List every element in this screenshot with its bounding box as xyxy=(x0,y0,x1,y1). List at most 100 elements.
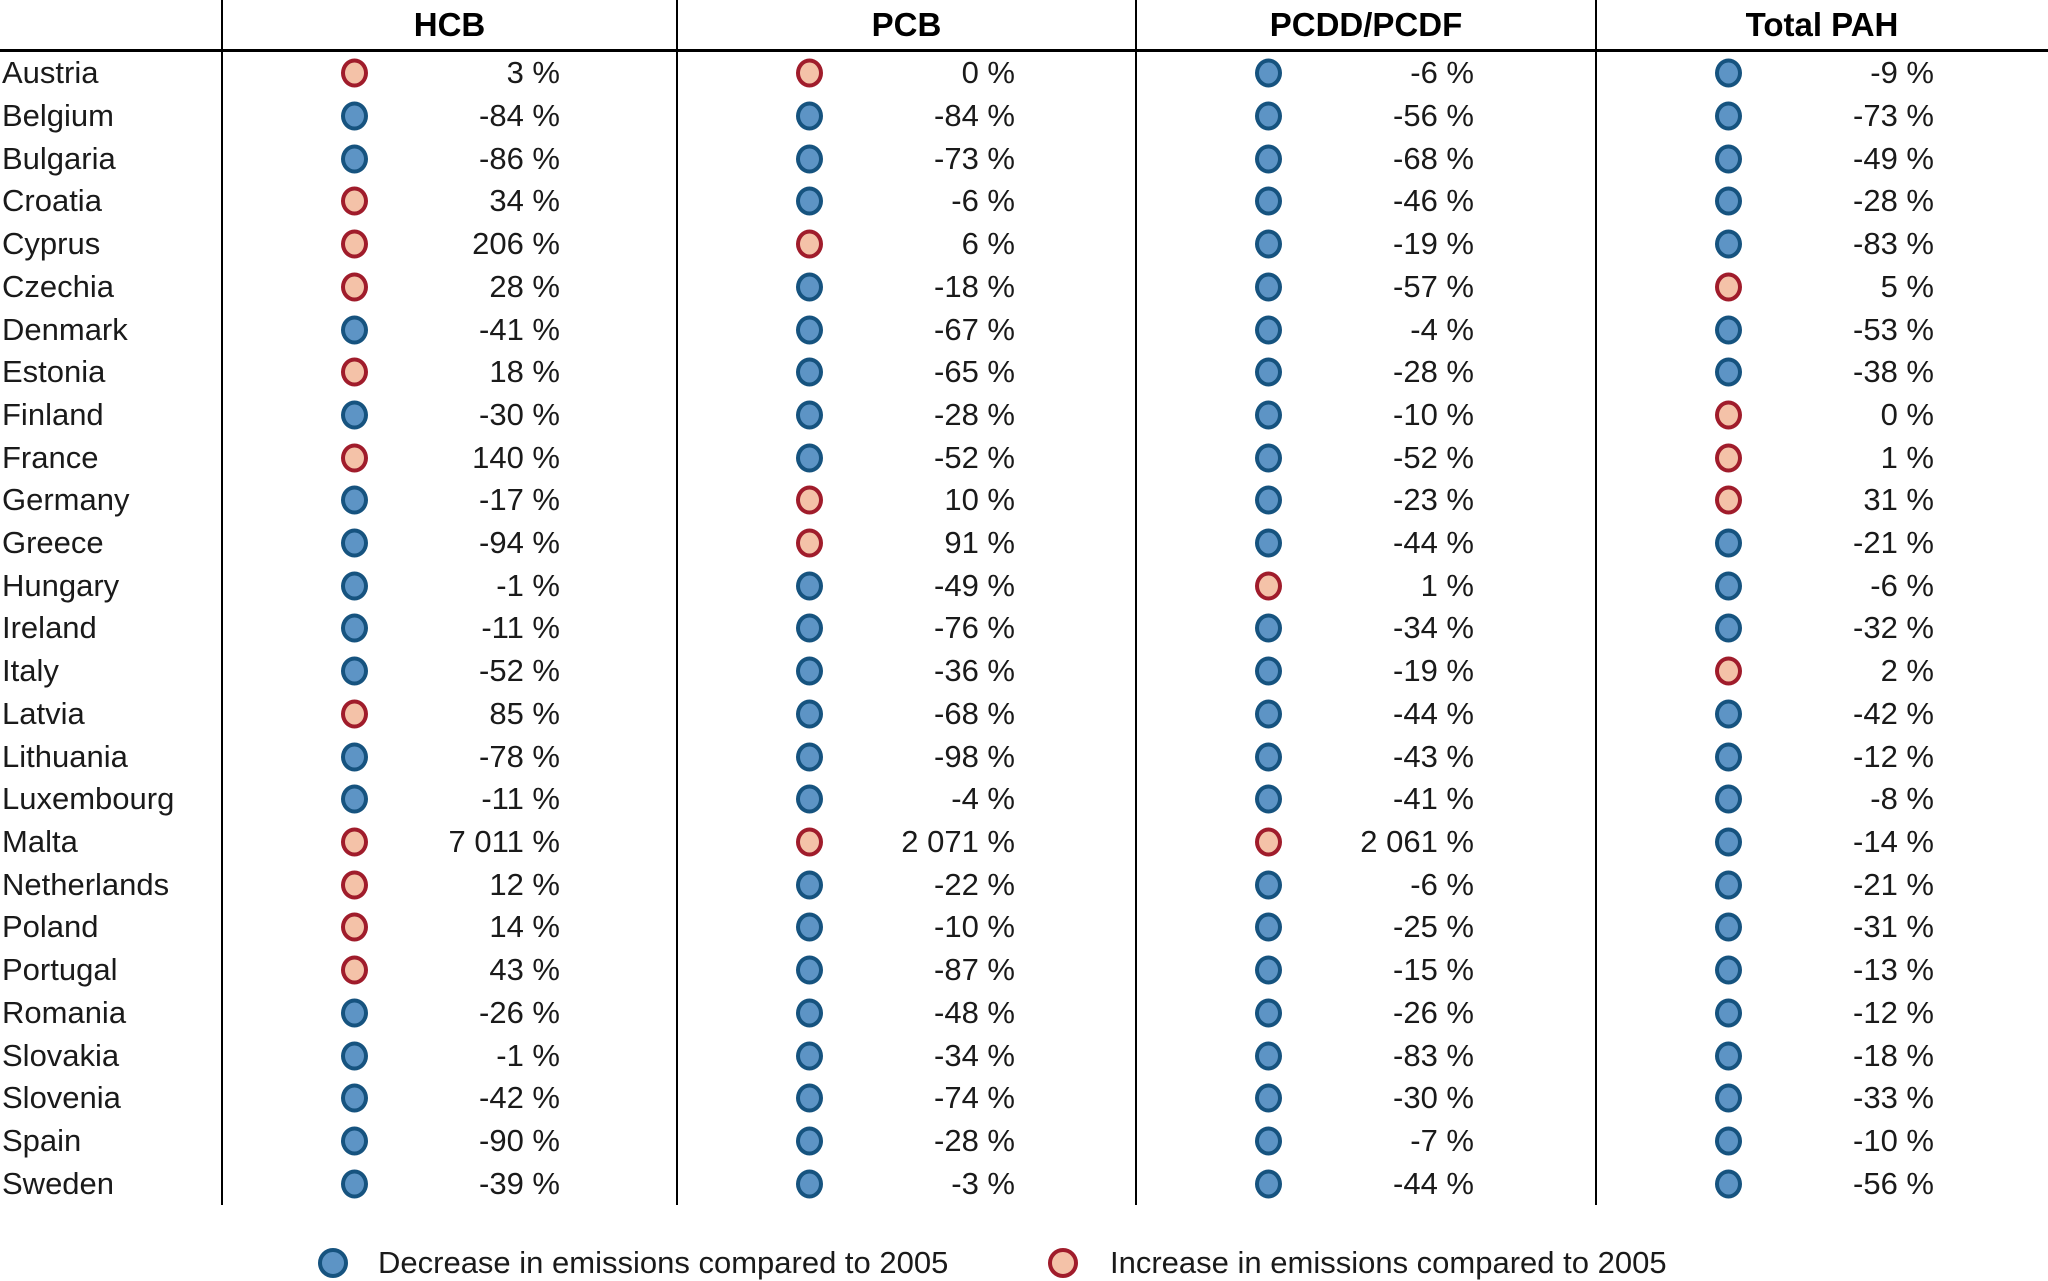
decrease-dot xyxy=(341,1126,368,1156)
value-label: 6 % xyxy=(961,226,1015,262)
decrease-dot xyxy=(1255,742,1282,772)
value-label: -87 % xyxy=(934,952,1015,988)
value-label: -4 % xyxy=(1410,311,1474,347)
decrease-dot xyxy=(796,272,823,302)
table-row: Cyprus 206 % 6 % -19 % -83 % xyxy=(0,223,2048,266)
value-label: -1 % xyxy=(496,567,560,603)
legend-decrease-dot xyxy=(318,1248,348,1278)
value-label: -41 % xyxy=(479,311,560,347)
value-label: 2 061 % xyxy=(1360,824,1474,859)
decrease-dot xyxy=(1715,58,1742,88)
decrease-dot xyxy=(341,742,368,772)
value-label: -10 % xyxy=(1853,1122,1934,1158)
decrease-dot xyxy=(1715,1041,1742,1071)
value-label: 12 % xyxy=(489,866,560,902)
value-label: 18 % xyxy=(489,354,560,390)
value-label: -14 % xyxy=(1853,824,1934,859)
value-label: -83 % xyxy=(1853,226,1934,262)
decrease-dot xyxy=(796,656,823,686)
table-row: Poland 14 % -10 % -25 % -31 % xyxy=(0,906,2048,949)
value-label: -4 % xyxy=(951,781,1015,817)
value-label: -73 % xyxy=(934,140,1015,176)
decrease-dot xyxy=(796,613,823,643)
table-row: Bulgaria -86 % -73 % -68 % -49 % xyxy=(0,137,2048,180)
value-label: 0 % xyxy=(1880,396,1934,432)
value-label: -28 % xyxy=(1853,183,1934,219)
value-label: -56 % xyxy=(1393,98,1474,134)
value-label: -67 % xyxy=(934,311,1015,347)
value-label: -6 % xyxy=(1870,567,1934,603)
decrease-dot xyxy=(341,144,368,174)
decrease-dot xyxy=(1255,1169,1282,1199)
decrease-dot xyxy=(341,1169,368,1199)
decrease-dot xyxy=(1255,1083,1282,1113)
table-row: Austria 3 % 0 % -6 % -9 % xyxy=(0,52,2048,95)
value-label: -44 % xyxy=(1393,695,1474,731)
value-label: -6 % xyxy=(1410,866,1474,902)
value-label: -10 % xyxy=(1393,396,1474,432)
value-label: -17 % xyxy=(479,482,560,518)
value-label: 206 % xyxy=(472,226,560,262)
value-label: -39 % xyxy=(479,1165,560,1201)
decrease-dot xyxy=(1715,186,1742,216)
increase-dot xyxy=(796,485,823,515)
value-label: -44 % xyxy=(1393,1165,1474,1201)
decrease-dot xyxy=(796,955,823,985)
table-row: Slovenia -42 % -74 % -30 % -33 % xyxy=(0,1077,2048,1120)
legend-increase-label: Increase in emissions compared to 2005 xyxy=(1110,1245,1667,1280)
table-row: Croatia 34 % -6 % -46 % -28 % xyxy=(0,180,2048,223)
country-label: Croatia xyxy=(2,183,102,219)
value-label: -52 % xyxy=(934,439,1015,475)
increase-dot xyxy=(796,58,823,88)
country-label: Italy xyxy=(2,653,59,689)
decrease-dot xyxy=(796,742,823,772)
value-label: -26 % xyxy=(1393,994,1474,1030)
value-label: -7 % xyxy=(1410,1122,1474,1158)
table-row: Finland -30 % -28 % -10 % 0 % xyxy=(0,394,2048,437)
value-label: 14 % xyxy=(489,909,560,945)
country-label: Bulgaria xyxy=(2,140,116,176)
value-label: -11 % xyxy=(481,781,560,817)
value-label: -57 % xyxy=(1393,268,1474,304)
value-label: 5 % xyxy=(1880,268,1934,304)
value-label: -23 % xyxy=(1393,482,1474,518)
table-row: Italy -52 % -36 % -19 % 2 % xyxy=(0,650,2048,693)
value-label: -18 % xyxy=(1853,1037,1934,1073)
value-label: -73 % xyxy=(1853,98,1934,134)
header-divider xyxy=(0,49,2048,52)
value-label: -26 % xyxy=(479,994,560,1030)
table-row: Belgium -84 % -84 % -56 % -73 % xyxy=(0,95,2048,138)
decrease-dot xyxy=(1255,699,1282,729)
table-row: Greece -94 % 91 % -44 % -21 % xyxy=(0,522,2048,565)
increase-dot xyxy=(341,443,368,473)
decrease-dot xyxy=(1255,315,1282,345)
increase-dot xyxy=(1255,571,1282,601)
value-label: -6 % xyxy=(951,183,1015,219)
table-row: Estonia 18 % -65 % -28 % -38 % xyxy=(0,351,2048,394)
value-label: -68 % xyxy=(934,695,1015,731)
increase-dot xyxy=(1255,827,1282,857)
table-row: Slovakia -1 % -34 % -83 % -18 % xyxy=(0,1034,2048,1077)
increase-dot xyxy=(341,912,368,942)
value-label: -42 % xyxy=(479,1080,560,1116)
decrease-dot xyxy=(1715,101,1742,131)
value-label: -13 % xyxy=(1853,952,1934,988)
decrease-dot xyxy=(1255,613,1282,643)
decrease-dot xyxy=(1255,998,1282,1028)
table-body: Austria 3 % 0 % -6 % -9 % Belgium -84 % … xyxy=(0,52,2048,1205)
decrease-dot xyxy=(1255,58,1282,88)
decrease-dot xyxy=(796,144,823,174)
value-label: 10 % xyxy=(944,482,1015,518)
value-label: 140 % xyxy=(472,439,560,475)
table-row: Netherlands 12 % -22 % -6 % -21 % xyxy=(0,863,2048,906)
table-row: France 140 % -52 % -52 % 1 % xyxy=(0,436,2048,479)
value-label: -34 % xyxy=(1393,610,1474,646)
value-label: -21 % xyxy=(1853,866,1934,902)
decrease-dot xyxy=(341,485,368,515)
decrease-dot xyxy=(1715,870,1742,900)
value-label: -9 % xyxy=(1870,55,1934,91)
column-header-hcb: HCB xyxy=(413,6,486,43)
decrease-dot xyxy=(1715,315,1742,345)
value-label: -43 % xyxy=(1393,738,1474,774)
